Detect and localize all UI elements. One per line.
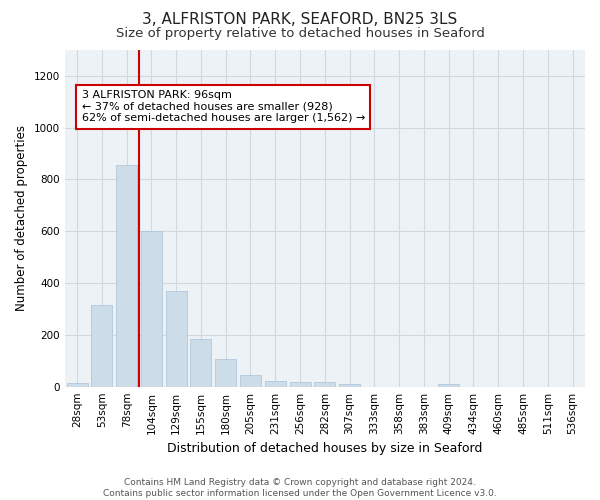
Text: 3 ALFRISTON PARK: 96sqm
← 37% of detached houses are smaller (928)
62% of semi-d: 3 ALFRISTON PARK: 96sqm ← 37% of detache…: [82, 90, 365, 124]
Text: Size of property relative to detached houses in Seaford: Size of property relative to detached ho…: [116, 28, 484, 40]
Bar: [141, 232, 162, 386]
Bar: [91, 305, 112, 386]
Bar: [67, 383, 88, 386]
Bar: [190, 339, 211, 386]
Bar: [438, 384, 459, 386]
Text: 3, ALFRISTON PARK, SEAFORD, BN25 3LS: 3, ALFRISTON PARK, SEAFORD, BN25 3LS: [142, 12, 458, 28]
Bar: [116, 165, 137, 386]
Y-axis label: Number of detached properties: Number of detached properties: [15, 126, 28, 312]
Bar: [215, 360, 236, 386]
X-axis label: Distribution of detached houses by size in Seaford: Distribution of detached houses by size …: [167, 442, 482, 455]
Bar: [240, 374, 261, 386]
Text: Contains HM Land Registry data © Crown copyright and database right 2024.
Contai: Contains HM Land Registry data © Crown c…: [103, 478, 497, 498]
Bar: [166, 291, 187, 386]
Bar: [290, 382, 311, 386]
Bar: [339, 384, 360, 386]
Bar: [314, 382, 335, 386]
Bar: [265, 381, 286, 386]
